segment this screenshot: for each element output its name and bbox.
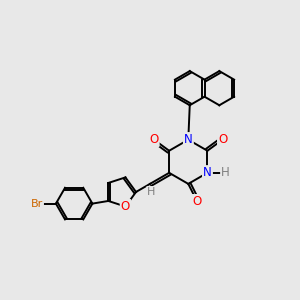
- Text: O: O: [149, 133, 158, 146]
- Text: O: O: [193, 195, 202, 208]
- Text: N: N: [203, 166, 212, 179]
- Text: O: O: [218, 133, 227, 146]
- Text: Br: Br: [31, 199, 43, 208]
- Text: N: N: [184, 133, 193, 146]
- Text: O: O: [193, 195, 202, 208]
- Text: O: O: [218, 133, 227, 146]
- Text: H: H: [147, 187, 156, 197]
- Text: N: N: [184, 133, 193, 146]
- Text: N: N: [203, 166, 212, 179]
- Text: H: H: [221, 166, 230, 179]
- Text: O: O: [121, 200, 130, 213]
- Text: H: H: [147, 187, 156, 197]
- Text: O: O: [149, 133, 158, 146]
- Text: Br: Br: [31, 199, 43, 208]
- Text: O: O: [121, 200, 130, 213]
- Text: H: H: [221, 166, 230, 179]
